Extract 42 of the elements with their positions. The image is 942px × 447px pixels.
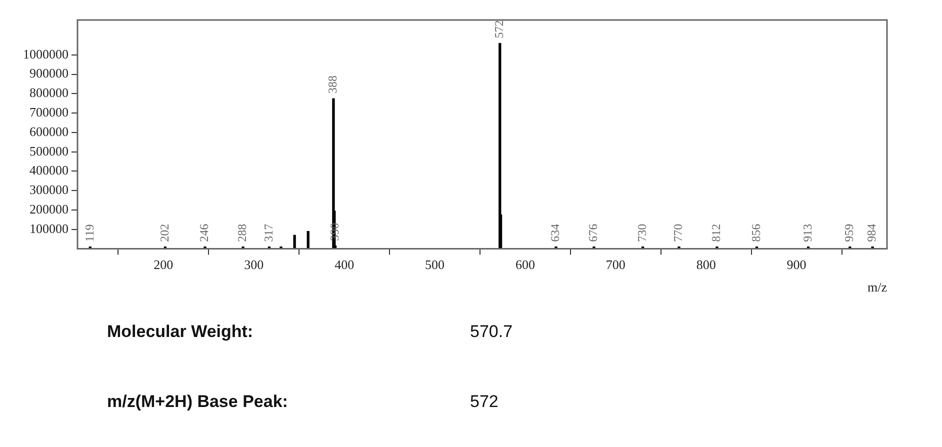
x-tick-label: 400	[334, 257, 354, 272]
x-tick-label: 900	[786, 257, 806, 272]
annotation: 388	[326, 76, 340, 94]
annotation: 913	[800, 224, 814, 242]
text: m/z(M+2H) Base Peak:	[107, 392, 289, 412]
bar	[293, 234, 296, 249]
x-axis-title: m/z	[868, 280, 888, 295]
annotation: 676	[586, 224, 600, 242]
annotation: 202	[157, 224, 172, 242]
x-tick-label: 800	[696, 257, 716, 272]
annotation: 959	[842, 224, 856, 242]
annotation: 856	[748, 224, 763, 242]
y-tick-label: 100000	[30, 220, 68, 236]
y-tick-label: 800000	[30, 85, 68, 100]
x-tick-label: 700	[606, 257, 626, 272]
x-tick-label: 600	[515, 257, 535, 272]
annotation: 730	[634, 224, 649, 242]
annotation: 770	[671, 224, 686, 242]
y-tick-label: 1000000	[23, 46, 68, 62]
y-tick-label: 200000	[30, 201, 68, 216]
y-tick-label: 300000	[30, 182, 68, 198]
annotation: 984	[864, 224, 879, 242]
y-tick-label: 400000	[30, 162, 68, 178]
y-tick-label: 900000	[30, 66, 68, 81]
y-tick-label: 500000	[30, 143, 68, 158]
text: Molecular Weight:	[107, 322, 254, 342]
annotation: 119	[82, 224, 96, 242]
bar	[306, 231, 310, 249]
y-tick-label: 700000	[30, 104, 68, 120]
annotation: 246	[197, 224, 212, 242]
annotation: 572	[492, 20, 506, 38]
text: 570.7	[470, 322, 513, 342]
annotation: 317	[261, 224, 276, 242]
annotation: 288	[235, 224, 250, 242]
text: 572	[470, 392, 498, 412]
annotation: 812	[709, 224, 724, 242]
x-tick-label: 500	[425, 257, 445, 272]
x-tick-label: 200	[154, 257, 174, 272]
annotation: 634	[548, 224, 562, 242]
annotation: 390	[327, 222, 342, 241]
y-tick-label: 600000	[30, 124, 68, 139]
x-tick-label: 300	[244, 257, 264, 272]
